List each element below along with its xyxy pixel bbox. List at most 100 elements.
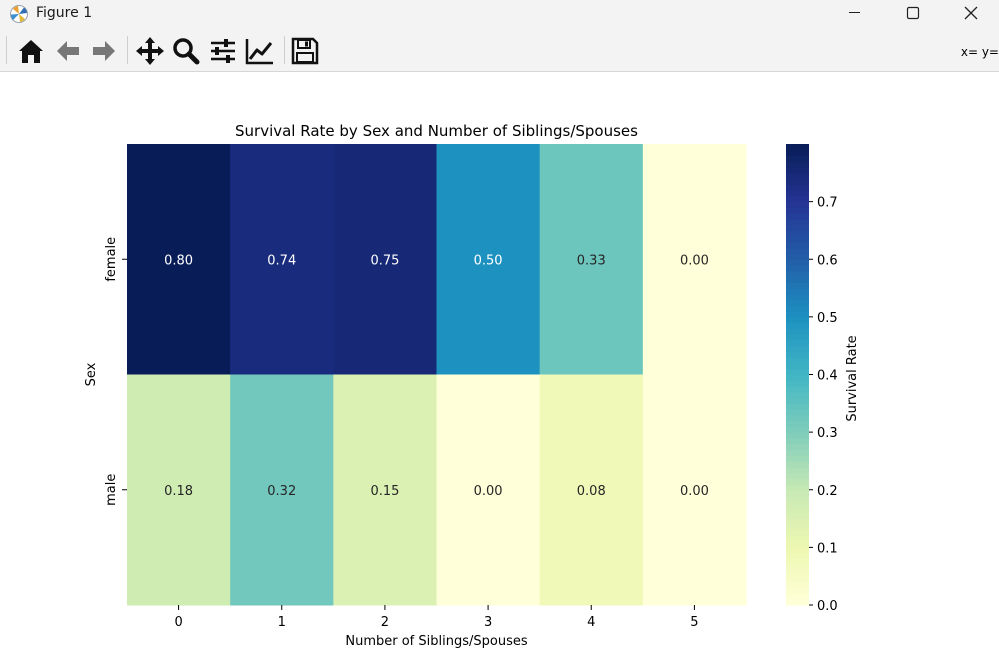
colorbar-segment [786, 305, 809, 312]
colorbar-segment [786, 432, 809, 439]
home-button[interactable] [15, 36, 47, 66]
colorbar-segment [786, 339, 809, 347]
colorbar-segment [786, 288, 809, 295]
pan-button[interactable] [134, 36, 166, 66]
line-chart-icon [245, 39, 273, 65]
heatmap-cell [230, 374, 334, 606]
heatmap-cell [230, 144, 334, 375]
colorbar-segment [786, 518, 809, 525]
cell-annotation: 0.00 [474, 484, 503, 499]
toolbar-separator [127, 36, 128, 64]
colorbar-tick-label: 0.5 [817, 311, 838, 326]
colorbar-segment [786, 368, 809, 376]
y-axis-label: Sex [84, 362, 99, 386]
colorbar-segment [786, 380, 809, 387]
colorbar-segment [786, 161, 809, 168]
y-tick-label: male [104, 474, 119, 506]
colorbar-segment [786, 501, 809, 508]
colorbar-segment [786, 570, 809, 577]
colorbar-segment [786, 587, 809, 595]
colorbar-tick-label: 0.0 [817, 599, 838, 614]
arrow-right-icon [93, 41, 115, 61]
maximize-button[interactable] [889, 0, 935, 28]
colorbar-segment [786, 230, 809, 237]
coordinates-readout: x= y= [960, 45, 999, 59]
subplots-button[interactable] [207, 36, 239, 66]
x-tick-label: 1 [278, 615, 286, 630]
heatmap-cell [642, 374, 747, 606]
cell-annotation: 0.32 [267, 484, 296, 499]
heatmap-cell [436, 144, 541, 375]
colorbar-segment [786, 507, 809, 514]
colorbar-segment [786, 184, 809, 191]
colorbar-tick-label: 0.2 [817, 484, 838, 499]
colorbar-segment [786, 144, 809, 151]
colorbar-segment [786, 530, 809, 537]
heatmap-cell [539, 144, 644, 375]
colorbar-segment [786, 553, 809, 560]
colorbar-segment [786, 195, 809, 203]
colorbar-segment [786, 426, 809, 433]
colorbar-segment [786, 345, 809, 353]
colorbar-segment [786, 351, 809, 358]
colorbar-segment [786, 564, 809, 572]
colorbar-segment [786, 362, 809, 370]
heatmap-cell [127, 144, 231, 375]
colorbar-segment [786, 328, 809, 335]
toolbar-separator [284, 36, 285, 64]
colorbar-segment [786, 397, 809, 404]
save-button[interactable] [289, 36, 321, 66]
home-icon [19, 40, 43, 63]
forward-button[interactable] [88, 36, 120, 66]
minimize-button[interactable] [831, 0, 877, 28]
colorbar-segment [786, 455, 809, 462]
colorbar-segment [786, 558, 809, 566]
zoom-button[interactable] [170, 36, 202, 66]
colorbar-segment [786, 472, 809, 479]
colorbar-segment [786, 276, 809, 283]
colorbar-segment [786, 190, 809, 197]
colorbar-segment [786, 207, 809, 214]
colorbar-segment [786, 437, 809, 445]
figure-canvas[interactable]: Survival Rate by Sex and Number of Sibli… [0, 72, 999, 670]
axes-edit-button[interactable] [244, 36, 276, 66]
colorbar-segment [786, 178, 809, 185]
cell-annotation: 0.74 [267, 253, 296, 268]
heatmap-cell [333, 144, 437, 375]
colorbar-segment [786, 386, 809, 393]
colorbar-segment [786, 270, 809, 278]
colorbar-segment [786, 483, 809, 491]
colorbar-segment [786, 259, 809, 266]
colorbar-segment [786, 512, 809, 520]
move-icon [136, 37, 164, 65]
colorbar-segment [786, 524, 809, 531]
colorbar-segment [786, 420, 809, 427]
colorbar-segment [786, 236, 809, 243]
colorbar-segment [786, 460, 809, 468]
chart-title: Survival Rate by Sex and Number of Sibli… [235, 122, 638, 140]
colorbar-tick-label: 0.1 [817, 541, 838, 556]
colorbar-tick-label: 0.4 [817, 369, 838, 384]
cell-annotation: 0.00 [680, 253, 709, 268]
heatmap-chart: Survival Rate by Sex and Number of Sibli… [84, 122, 860, 649]
colorbar-segment [786, 599, 809, 606]
colorbar-segment [786, 253, 809, 260]
back-button[interactable] [52, 36, 84, 66]
colorbar-segment [786, 241, 809, 249]
cell-annotation: 0.75 [370, 253, 399, 268]
colorbar-segment [786, 357, 809, 364]
colorbar-segment [786, 172, 809, 180]
cell-annotation: 0.18 [164, 484, 193, 499]
colorbar-segment [786, 224, 809, 232]
colorbar-segment [786, 265, 809, 272]
title-bar: Figure 1 [0, 0, 999, 28]
close-button[interactable] [948, 0, 994, 28]
colorbar-tick-label: 0.3 [817, 426, 838, 441]
sliders-icon [211, 39, 235, 63]
colorbar-segment [786, 391, 809, 399]
arrow-left-icon [57, 41, 79, 61]
cell-annotation: 0.15 [370, 484, 399, 499]
colorbar-segment [786, 218, 809, 226]
colorbar-segment [786, 443, 809, 451]
colorbar-label: Survival Rate [845, 335, 860, 421]
